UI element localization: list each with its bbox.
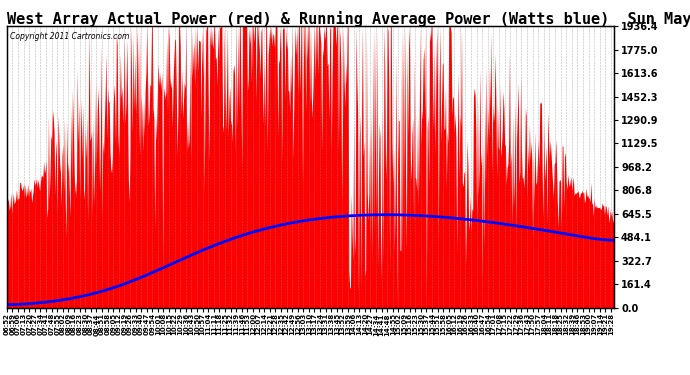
Text: Copyright 2011 Cartronics.com: Copyright 2011 Cartronics.com bbox=[10, 32, 129, 41]
Text: West Array Actual Power (red) & Running Average Power (Watts blue)  Sun May 15 1: West Array Actual Power (red) & Running … bbox=[7, 11, 690, 27]
